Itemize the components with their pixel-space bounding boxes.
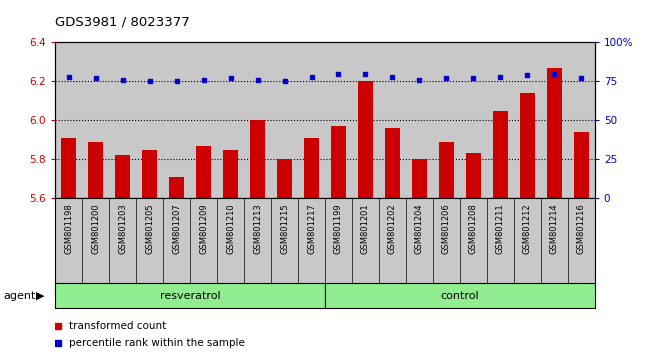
Bar (169, 177, 184, 198)
Bar (520, 93, 535, 198)
Bar (196, 146, 211, 198)
Text: agent: agent (3, 291, 36, 301)
Bar (325, 283, 595, 308)
Text: GSM801204: GSM801204 (415, 203, 424, 253)
Text: control: control (441, 291, 479, 301)
Bar (142, 150, 157, 198)
Text: GSM801201: GSM801201 (361, 203, 370, 253)
Text: GSM801211: GSM801211 (496, 203, 505, 253)
Text: GSM801208: GSM801208 (469, 203, 478, 254)
Text: GDS3981 / 8023377: GDS3981 / 8023377 (55, 16, 190, 29)
Text: GSM801217: GSM801217 (307, 203, 316, 254)
Bar (61, 138, 76, 198)
Bar (304, 138, 319, 198)
Text: GSM801216: GSM801216 (577, 203, 586, 254)
Text: GSM801199: GSM801199 (334, 203, 343, 253)
Bar (331, 126, 346, 198)
Bar (574, 132, 589, 198)
Text: GSM801203: GSM801203 (118, 203, 127, 254)
Text: GSM801200: GSM801200 (91, 203, 100, 253)
Text: GSM801202: GSM801202 (388, 203, 397, 253)
Text: GSM801198: GSM801198 (64, 203, 73, 254)
Bar (385, 128, 400, 198)
Text: GSM801210: GSM801210 (226, 203, 235, 253)
Text: GSM801207: GSM801207 (172, 203, 181, 254)
Bar (439, 142, 454, 198)
Text: GSM801209: GSM801209 (199, 203, 208, 253)
Bar (55, 283, 325, 308)
Text: GSM801206: GSM801206 (442, 203, 451, 254)
Bar (493, 111, 508, 198)
Bar (466, 154, 481, 198)
Bar (412, 159, 427, 198)
Text: percentile rank within the sample: percentile rank within the sample (69, 338, 244, 348)
Text: ▶: ▶ (36, 291, 44, 301)
Text: GSM801214: GSM801214 (550, 203, 559, 253)
Bar (88, 142, 103, 198)
Text: GSM801205: GSM801205 (145, 203, 154, 253)
Bar (250, 120, 265, 198)
Text: transformed count: transformed count (69, 321, 166, 331)
Text: resveratrol: resveratrol (160, 291, 220, 301)
Text: GSM801212: GSM801212 (523, 203, 532, 253)
Bar (223, 150, 238, 198)
Bar (358, 81, 373, 198)
Bar (277, 159, 292, 198)
Bar (115, 155, 130, 198)
Bar (547, 68, 562, 198)
Text: GSM801215: GSM801215 (280, 203, 289, 253)
Text: GSM801213: GSM801213 (253, 203, 262, 254)
